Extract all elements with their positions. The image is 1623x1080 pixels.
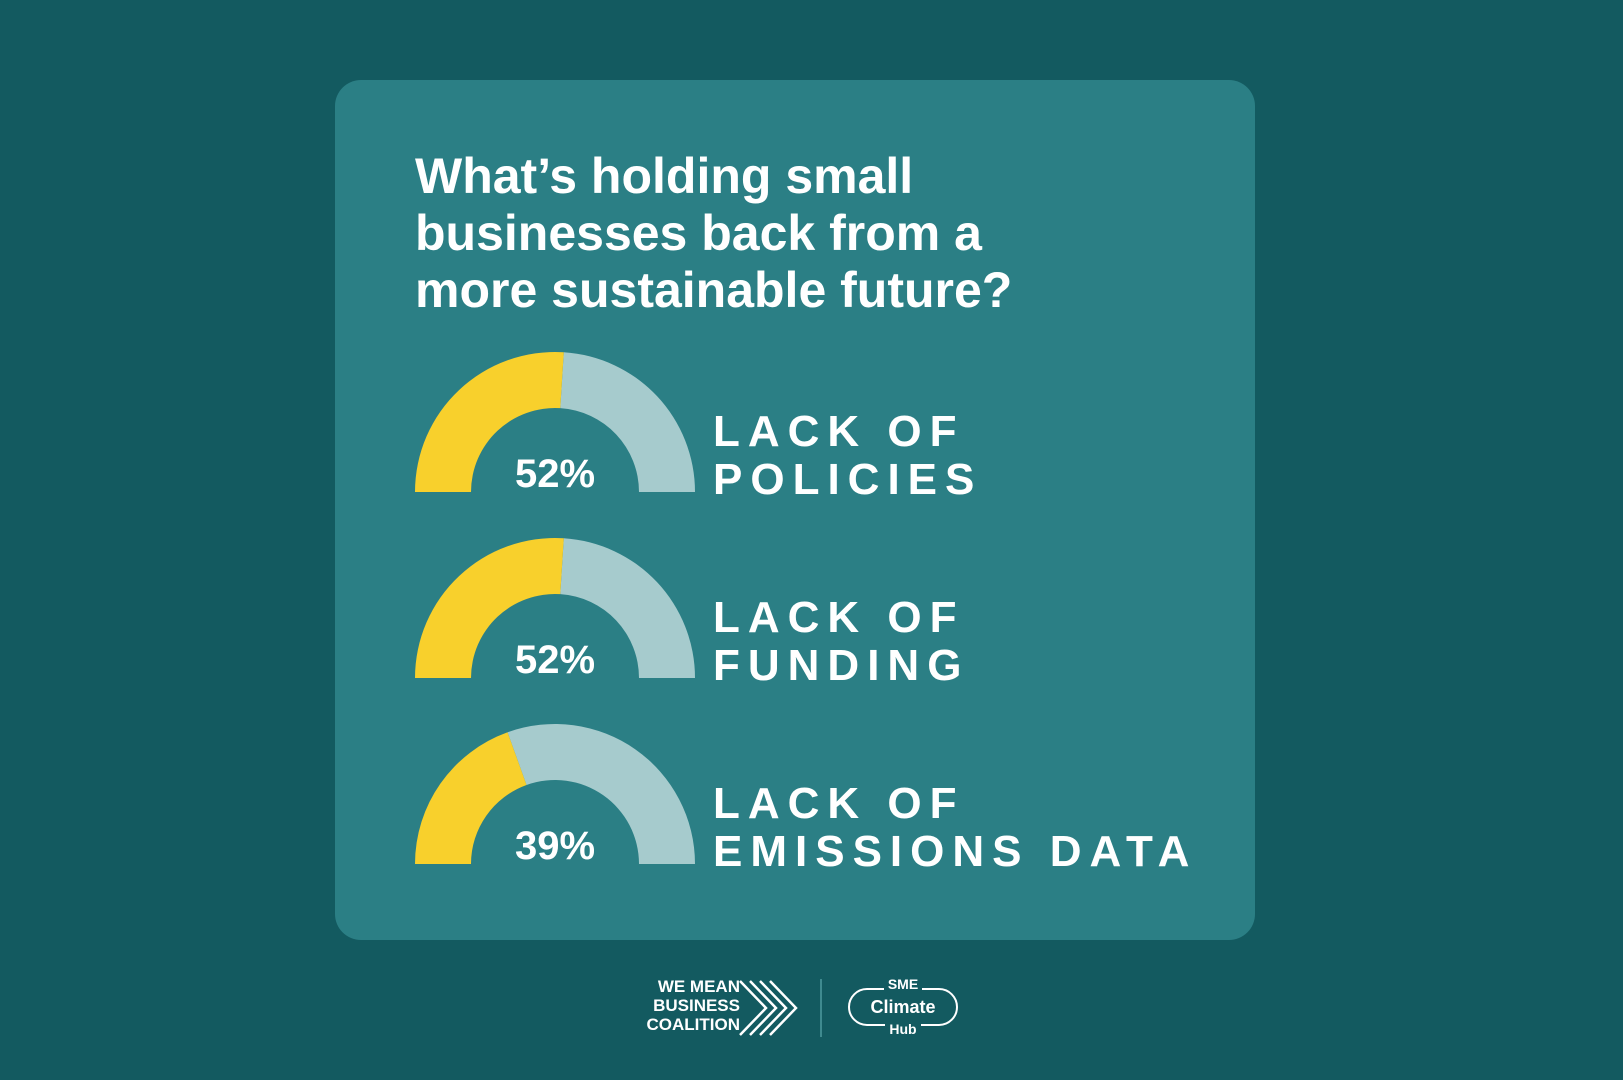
gauge-filled-arc: [415, 732, 527, 864]
category-label-line: LACK OF: [713, 779, 965, 828]
gauge-filled-arc: [415, 352, 564, 492]
gauge-row-funding: 52% LACK OF FUNDING: [415, 538, 1215, 690]
hub-top-text: SME: [883, 976, 923, 992]
gauge-chart-emissions-data: [415, 724, 695, 864]
category-label-line: LACK OF: [713, 593, 965, 642]
logo-text-line: BUSINESS: [653, 996, 740, 1015]
logo-text-line: COALITION: [646, 1015, 741, 1034]
gauge-chart-funding: [415, 538, 695, 678]
gauge-value-label: 52%: [514, 638, 596, 682]
gauge-remaining-arc: [560, 538, 695, 678]
hub-bottom-text: Hub: [885, 1021, 921, 1037]
footer-logos: WE MEAN BUSINESS COALITION SME Climate H…: [0, 975, 1623, 1039]
infographic-card: What’s holding small businesses back fro…: [335, 80, 1255, 940]
gauge-category-label: LACK OF FUNDING: [713, 594, 969, 690]
infographic-title: What’s holding small businesses back fro…: [415, 148, 1135, 319]
category-label-line: POLICIES: [713, 455, 983, 504]
sme-climate-hub-logo: SME Climate Hub: [848, 975, 964, 1039]
title-line: What’s holding small: [415, 148, 914, 204]
gauge-value-label: 52%: [514, 452, 596, 496]
gauge-row-policies: 52% LACK OF POLICIES: [415, 352, 1215, 504]
gauge-remaining-arc: [507, 724, 695, 864]
gauge-filled-arc: [415, 538, 564, 678]
gauge-chart-policies: [415, 352, 695, 492]
we-mean-business-logo-text: WE MEAN BUSINESS COALITION: [620, 977, 741, 1034]
category-label-line: FUNDING: [713, 641, 970, 690]
logo-divider: [820, 979, 822, 1037]
gauge-remaining-arc: [560, 352, 695, 492]
title-line: more sustainable future?: [415, 262, 1013, 318]
category-label-line: EMISSIONS DATA: [713, 827, 1198, 876]
hub-top-wrap: SME: [848, 976, 958, 992]
gauge-category-label: LACK OF POLICIES: [713, 408, 982, 504]
hub-bottom-wrap: Hub: [848, 1021, 958, 1037]
hub-main-text: Climate: [870, 997, 936, 1017]
gauge-category-label: LACK OF EMISSIONS DATA: [713, 780, 1197, 876]
chevron-arrows-icon: [739, 980, 798, 1036]
category-label-line: LACK OF: [713, 407, 965, 456]
gauge-row-emissions-data: 39% LACK OF EMISSIONS DATA: [415, 724, 1215, 876]
logo-text-line: WE MEAN: [657, 977, 740, 996]
title-line: businesses back from a: [415, 205, 982, 261]
gauge-value-label: 39%: [514, 824, 596, 868]
